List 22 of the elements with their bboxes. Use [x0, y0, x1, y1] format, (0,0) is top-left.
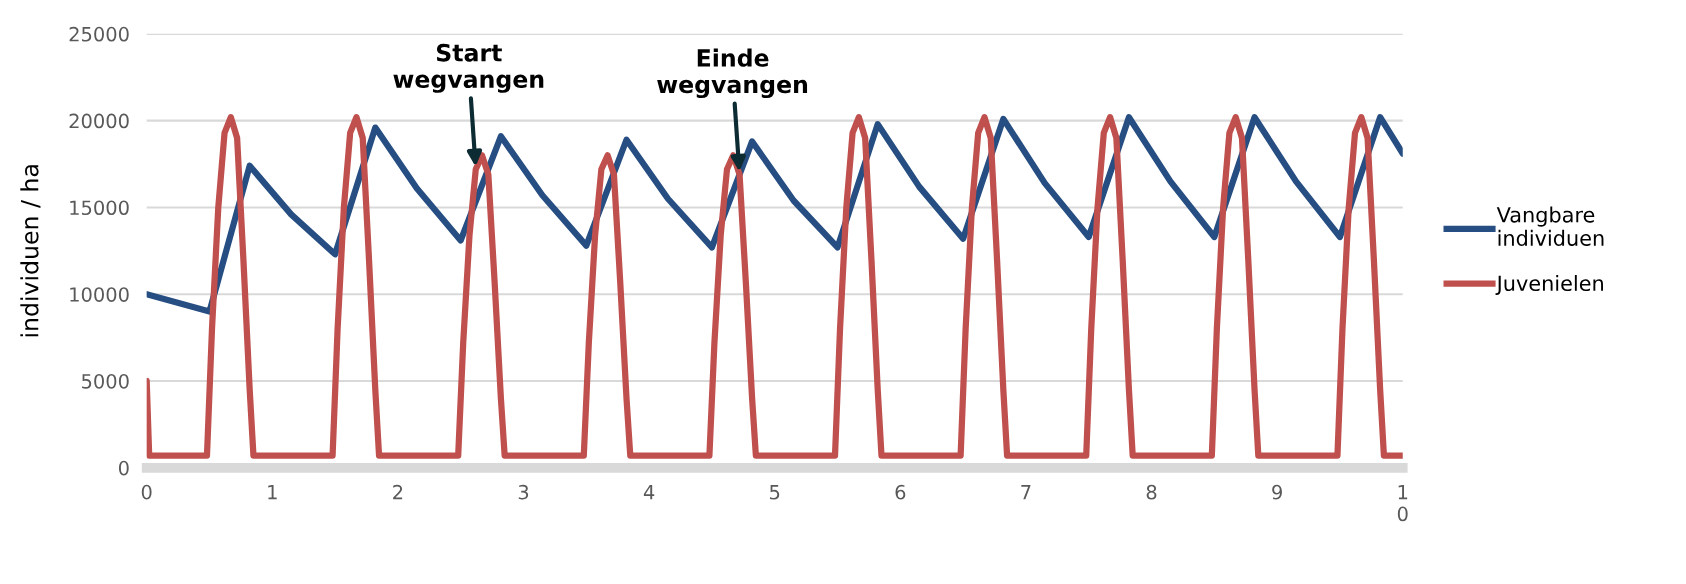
x-tick-label: 0: [141, 484, 152, 500]
x-tick-label: 7: [1021, 485, 1031, 500]
y-tick-label: 15000: [70, 200, 129, 216]
y-tick-label: 25000: [69, 26, 129, 42]
x-tick-label: 1 0: [1397, 485, 1408, 522]
y-tick-label: 0: [118, 460, 129, 476]
x-tick-label: 1: [268, 485, 277, 500]
x-tick-label: 8: [1146, 484, 1157, 500]
x-tick-label: 5: [770, 485, 780, 500]
y-axis-title: individuen / ha: [20, 165, 41, 337]
x-tick-label: 9: [1272, 484, 1282, 500]
y-tick-label: 10000: [70, 287, 129, 302]
legend-label: Vangbare individuen: [1496, 206, 1604, 246]
x-tick-label: 4: [643, 485, 655, 500]
y-tick-label: 20000: [69, 113, 129, 129]
legend-label: Juvenielen: [1495, 274, 1603, 295]
y-tick-label: 5000: [82, 373, 129, 389]
annotation: Einde wegvangen: [657, 48, 808, 99]
annotation: Start wegvangen: [393, 43, 544, 93]
x-tick-label: 2: [393, 484, 403, 500]
x-tick-label: 6: [895, 484, 906, 500]
x-tick-label: 3: [518, 484, 529, 500]
